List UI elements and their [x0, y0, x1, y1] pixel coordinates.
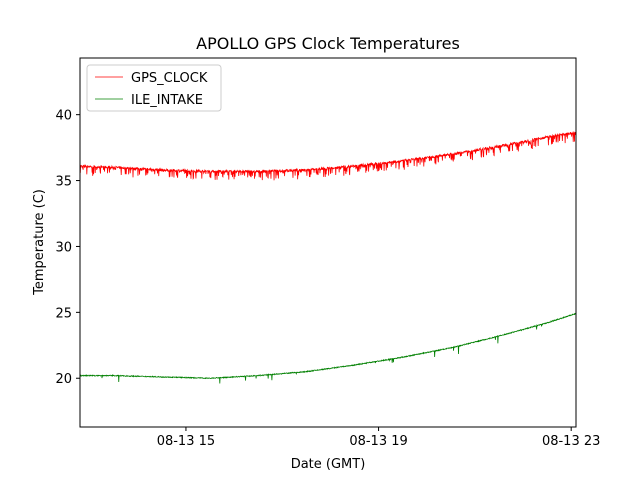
x-tick-label: 08-13 19 [349, 434, 407, 449]
chart-title: APOLLO GPS Clock Temperatures [196, 34, 460, 53]
plot-frame [79, 57, 577, 428]
series-line-gps-clock [80, 131, 576, 181]
y-axis-label: Temperature (C) [32, 189, 47, 296]
y-tick-label: 25 [55, 306, 72, 321]
legend-label: GPS_CLOCK [131, 71, 208, 86]
y-tick-label: 35 [55, 175, 72, 190]
x-tick-label: 08-13 23 [542, 434, 600, 449]
series-line-ile-intake [80, 312, 576, 384]
legend-label: ILE_INTAKE [131, 93, 203, 108]
legend: GPS_CLOCK ILE_INTAKE [86, 64, 222, 112]
y-tick-label: 30 [55, 240, 72, 255]
x-tick-label: 08-13 15 [157, 434, 215, 449]
y-tick-label: 20 [55, 372, 72, 387]
series-layer [80, 131, 576, 384]
legend-box [86, 64, 222, 112]
x-axis-label: Date (GMT) [291, 457, 366, 472]
y-tick-label: 40 [55, 109, 72, 124]
